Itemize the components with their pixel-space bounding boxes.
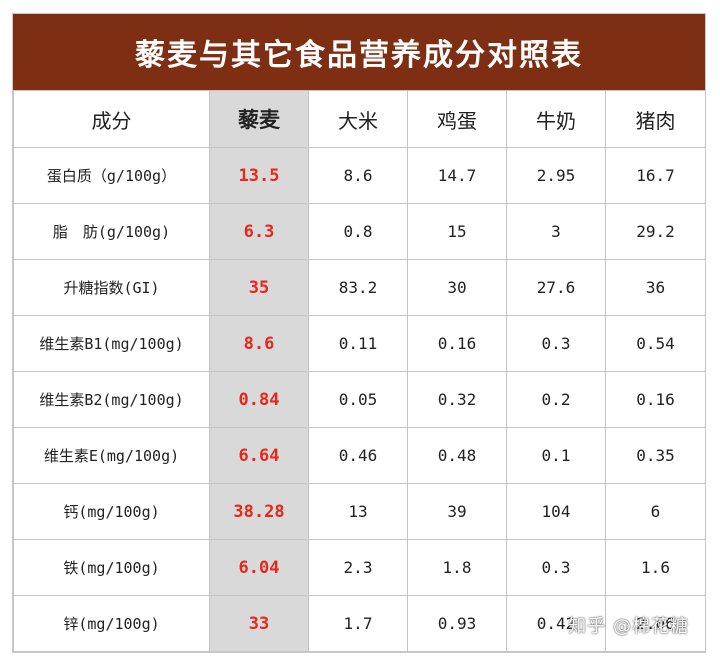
cell-rice: 2.3 <box>308 539 408 596</box>
cell-egg: 0.93 <box>407 595 507 652</box>
cell-quinoa: 6.3 <box>209 203 309 260</box>
cell-quinoa: 38.28 <box>209 483 309 540</box>
column-header-nutrient: 成分 <box>13 90 210 148</box>
table-title: 藜麦与其它食品营养成分对照表 <box>13 14 705 90</box>
table-row: 维生素B1(mg/100g) 8.6 0.11 0.16 0.3 0.54 <box>13 315 706 372</box>
row-label: 维生素B1(mg/100g) <box>13 315 210 372</box>
cell-pork: 1.6 <box>605 539 706 596</box>
row-label: 脂 肪(g/100g) <box>13 203 210 260</box>
cell-pork: 0.54 <box>605 315 706 372</box>
cell-quinoa: 13.5 <box>209 147 309 204</box>
cell-milk: 27.6 <box>506 259 606 316</box>
cell-egg: 0.32 <box>407 371 507 428</box>
cell-egg: 14.7 <box>407 147 507 204</box>
cell-pork: 16.7 <box>605 147 706 204</box>
column-header-pork: 猪肉 <box>605 90 706 148</box>
cell-milk: 0.3 <box>506 315 606 372</box>
cell-milk: 0.3 <box>506 539 606 596</box>
table-row: 维生素B2(mg/100g) 0.84 0.05 0.32 0.2 0.16 <box>13 371 706 428</box>
cell-rice: 0.46 <box>308 427 408 484</box>
cell-egg: 0.16 <box>407 315 507 372</box>
cell-rice: 1.7 <box>308 595 408 652</box>
table-row: 铁(mg/100g) 6.04 2.3 1.8 0.3 1.6 <box>13 539 706 596</box>
cell-rice: 0.05 <box>308 371 408 428</box>
cell-quinoa: 6.04 <box>209 539 309 596</box>
row-label: 蛋白质（g/100g） <box>13 147 210 204</box>
cell-pork: 29.2 <box>605 203 706 260</box>
row-label: 维生素B2(mg/100g) <box>13 371 210 428</box>
table-row: 升糖指数(GI) 35 83.2 30 27.6 36 <box>13 259 706 316</box>
row-label: 锌(mg/100g) <box>13 595 210 652</box>
cell-quinoa: 6.64 <box>209 427 309 484</box>
cell-quinoa: 35 <box>209 259 309 316</box>
table-row: 脂 肪(g/100g) 6.3 0.8 15 3 29.2 <box>13 203 706 260</box>
column-header-quinoa: 藜麦 <box>209 90 309 148</box>
table-row: 蛋白质（g/100g） 13.5 8.6 14.7 2.95 16.7 <box>13 147 706 204</box>
table-row: 锌(mg/100g) 33 1.7 0.93 0.42 2.06 <box>13 595 706 652</box>
column-header-egg: 鸡蛋 <box>407 90 507 148</box>
cell-pork: 2.06 <box>605 595 706 652</box>
cell-milk: 3 <box>506 203 606 260</box>
cell-rice: 8.6 <box>308 147 408 204</box>
nutrition-table: 成分 藜麦 大米 鸡蛋 牛奶 猪肉 蛋白质（g/100g） 13.5 8.6 14.7 2.95 16… <box>13 90 706 652</box>
cell-egg: 1.8 <box>407 539 507 596</box>
cell-rice: 83.2 <box>308 259 408 316</box>
column-header-rice: 大米 <box>308 90 408 148</box>
cell-milk: 0.1 <box>506 427 606 484</box>
table-row: 钙(mg/100g) 38.28 13 39 104 6 <box>13 483 706 540</box>
watermark-text: 知乎 @棉花糖 <box>568 616 689 637</box>
cell-rice: 0.8 <box>308 203 408 260</box>
row-label: 升糖指数(GI) <box>13 259 210 316</box>
cell-rice: 13 <box>308 483 408 540</box>
cell-egg: 39 <box>407 483 507 540</box>
cell-pork: 36 <box>605 259 706 316</box>
cell-milk: 104 <box>506 483 606 540</box>
table-row: 维生素E(mg/100g) 6.64 0.46 0.48 0.1 0.35 <box>13 427 706 484</box>
row-label: 维生素E(mg/100g) <box>13 427 210 484</box>
cell-egg: 0.48 <box>407 427 507 484</box>
header-row: 成分 藜麦 大米 鸡蛋 牛奶 猪肉 <box>13 90 706 148</box>
cell-milk: 0.2 <box>506 371 606 428</box>
cell-pork: 6 <box>605 483 706 540</box>
row-label: 铁(mg/100g) <box>13 539 210 596</box>
cell-pork: 0.16 <box>605 371 706 428</box>
row-label: 钙(mg/100g) <box>13 483 210 540</box>
column-header-milk: 牛奶 <box>506 90 606 148</box>
cell-egg: 30 <box>407 259 507 316</box>
cell-quinoa: 0.84 <box>209 371 309 428</box>
cell-rice: 0.11 <box>308 315 408 372</box>
cell-quinoa: 33 <box>209 595 309 652</box>
cell-milk: 0.42 <box>506 595 606 652</box>
cell-pork: 0.35 <box>605 427 706 484</box>
nutrition-table-card: 藜麦与其它食品营养成分对照表 成分 藜麦 大米 鸡蛋 牛奶 猪肉 蛋白质（g/100g） 13… <box>12 13 706 653</box>
cell-milk: 2.95 <box>506 147 606 204</box>
cell-quinoa: 8.6 <box>209 315 309 372</box>
cell-egg: 15 <box>407 203 507 260</box>
